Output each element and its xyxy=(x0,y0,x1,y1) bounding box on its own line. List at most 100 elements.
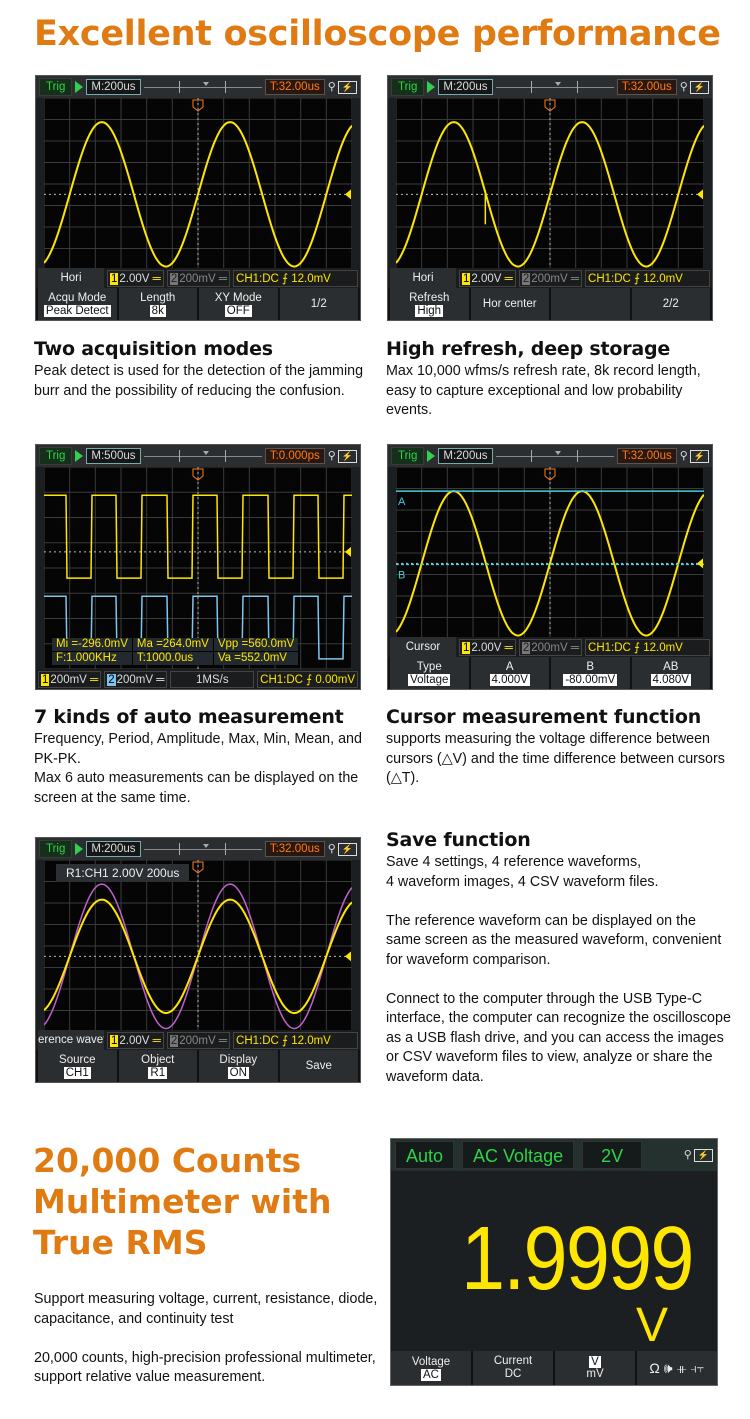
sample-rate: 1MS/s xyxy=(170,670,255,688)
softkey-button[interactable]: Acqu Mode Peak Detect xyxy=(38,288,117,320)
ch1-scale[interactable]: 1 200mV ═ xyxy=(38,670,102,688)
ch2-scale[interactable]: 2 200mV ═ xyxy=(518,269,583,287)
channel-bar: Hori 1 2.00V ═ 2 200mV ═ CH1:DC ⨍ 12.0mV xyxy=(36,268,360,288)
status-bar: Trig M:500us T:0.000ps ⚲ ⚡ xyxy=(36,445,360,467)
softkey-menu: Refresh High Hor center 2/2 xyxy=(388,288,712,320)
softkey-button[interactable]: Save xyxy=(279,1050,358,1082)
ch1-scale[interactable]: 1 2.00V ═ xyxy=(459,269,516,287)
trigger-info: CH1:DC ⨍ 12.0mV xyxy=(585,638,710,656)
softkey-label: Length xyxy=(140,291,176,304)
softkey-button[interactable]: Display ON xyxy=(199,1050,278,1082)
menu-label: V xyxy=(589,1355,601,1368)
softkey-label: Type xyxy=(416,660,442,673)
trigger-marker-icon xyxy=(192,861,204,874)
oscilloscope-screen: Trig M:500us T:0.000ps ⚲ ⚡ Mi =-296.0mV Ma… xyxy=(35,444,361,690)
ch2-scale[interactable]: 2 200mV ═ xyxy=(518,638,583,656)
ch1-scale[interactable]: 1 2.00V ═ xyxy=(107,1031,164,1049)
ch2-scale[interactable]: 2 200mV ═ xyxy=(166,1031,231,1049)
timebase: M:200us xyxy=(438,448,493,464)
menu-mode-tab[interactable]: Hori xyxy=(390,268,456,288)
feature-heading: Two acquisition modes xyxy=(34,338,273,360)
trigger-marker-icon xyxy=(544,99,556,112)
trigger-info: CH1:DC ⨍ 12.0mV xyxy=(233,1031,358,1049)
softkey-label: AB xyxy=(663,660,679,673)
softkey-menu: Acqu Mode Peak Detect Length 8k XY Mode OFF 1/… xyxy=(36,288,360,320)
multimeter-unit: V xyxy=(636,1299,669,1352)
menu-mode-tab[interactable]: erence wavefo xyxy=(38,1030,104,1050)
softkey-value: 8k xyxy=(149,304,166,317)
channel-bar: Cursor 1 2.00V ═ 2 200mV ═ CH1:DC ⨍ 12.0mV xyxy=(388,637,712,657)
channel-bar: 1 200mV ═ 2 200mV ═ 1MS/s CH1:DC ⨍ 0.00mV xyxy=(36,669,360,689)
softkey-label: B xyxy=(586,660,595,673)
trigger-info: CH1:DC ⨍ 0.00mV xyxy=(257,670,358,688)
menu-current[interactable]: Current DC xyxy=(473,1351,553,1385)
trigger-time: T:32.00us xyxy=(616,79,677,95)
feature-measurement: 7 kinds of auto measurement Frequency, Pe… xyxy=(34,706,374,808)
timebase: M:500us xyxy=(86,448,141,464)
multimeter-status-bar: Auto AC Voltage 2V ⚲ ⚡ xyxy=(391,1139,717,1171)
softkey-label: A xyxy=(505,660,514,673)
menu-other-functions[interactable]: Ω 🕪 ⧺ ⫞⫟ xyxy=(637,1351,717,1385)
softkey-button[interactable]: XY Mode OFF xyxy=(199,288,278,320)
feature-acquisition: Two acquisition modes Peak detect is used… xyxy=(34,338,374,401)
softkey-button[interactable]: Refresh High xyxy=(390,288,469,320)
ch1-scale[interactable]: 1 2.00V ═ xyxy=(459,638,516,656)
softkey-button[interactable]: Type Voltage xyxy=(390,657,469,689)
oscilloscope-screen: Trig M:200us T:32.00us ⚲ ⚡ R1:CH1 2.00V 2… xyxy=(35,837,361,1083)
softkey-menu: Source CH1 Object R1 Display ON Save xyxy=(36,1050,360,1082)
usb-battery-icon: ⚲ ⚡ xyxy=(680,80,709,94)
menu-voltage[interactable]: Voltage AC xyxy=(391,1351,471,1385)
softkey-value: OFF xyxy=(224,304,252,317)
softkey-button[interactable]: Object R1 xyxy=(118,1050,197,1082)
status-bar: Trig M:200us T:32.00us ⚲ ⚡ xyxy=(36,838,360,860)
feature-save: Save function Save 4 settings, 4 referenc… xyxy=(386,829,731,1087)
multimeter-heading: 20,000 Counts Multimeter with True RMS xyxy=(33,1141,332,1262)
measurement-value: Mi =-296.0mV xyxy=(52,638,132,651)
softkey-button[interactable]: 2/2 xyxy=(631,288,710,320)
menu-mode-tab[interactable]: Hori xyxy=(38,268,104,288)
softkey-value: CH1 xyxy=(63,1066,91,1079)
cursor-b-label: B xyxy=(398,569,405,581)
feature-heading: 7 kinds of auto measurement xyxy=(34,706,344,728)
trigger-time: T:32.00us xyxy=(264,79,325,95)
softkey-button[interactable]: Length 8k xyxy=(118,288,197,320)
softkey-button[interactable] xyxy=(551,288,630,320)
oscilloscope-screen: Trig M:200us T:32.00us ⚲ ⚡ Hori 1 2.00V ═ 2… xyxy=(35,75,361,321)
trigger-time: T:32.00us xyxy=(616,448,677,464)
ch1-scale[interactable]: 1 2.00V ═ xyxy=(107,269,164,287)
menu-mode-tab[interactable]: Cursor xyxy=(390,637,456,657)
softkey-button[interactable]: 1/2 xyxy=(279,288,358,320)
softkey-label: Source xyxy=(59,1053,96,1066)
softkey-value: Voltage xyxy=(408,673,451,686)
status-bar: Trig M:200us T:32.00us ⚲ ⚡ xyxy=(388,76,712,98)
trigger-status: Trig xyxy=(39,840,73,858)
trigger-position-bar xyxy=(143,450,263,462)
softkey-value: ON xyxy=(227,1066,249,1079)
softkey-value: R1 xyxy=(148,1066,168,1079)
status-bar: Trig M:200us T:32.00us ⚲ ⚡ xyxy=(36,76,360,98)
softkey-label: Refresh xyxy=(409,291,450,304)
softkey-button[interactable]: A 4.000V xyxy=(470,657,549,689)
waveform-trace xyxy=(44,121,352,268)
waveform-display xyxy=(396,98,704,270)
feature-body: Peak detect is used for the detection of… xyxy=(34,363,364,399)
waveform-trace xyxy=(44,898,352,1015)
feature-refresh: High refresh, deep storage Max 10,000 wfm… xyxy=(386,338,726,421)
ch2-scale[interactable]: 2 200mV ═ xyxy=(104,670,168,688)
ch2-scale[interactable]: 2 200mV ═ xyxy=(166,269,231,287)
softkey-button[interactable]: AB 4.080V xyxy=(631,657,710,689)
softkey-button[interactable]: Hor center xyxy=(470,288,549,320)
softkey-button[interactable]: Source CH1 xyxy=(38,1050,117,1082)
waveform-display xyxy=(44,860,352,1032)
feature-body: Support measuring voltage, current, resi… xyxy=(34,1291,378,1385)
feature-heading: Cursor measurement function xyxy=(386,706,702,728)
usb-battery-icon: ⚲ ⚡ xyxy=(680,449,709,463)
softkey-button[interactable]: B -80.00mV xyxy=(551,657,630,689)
feature-body: Frequency, Period, Amplitude, Max, Min, … xyxy=(34,731,362,806)
waveform-grid: Mi =-296.0mV Ma =264.0mV Vpp =560.0mV F:1.0… xyxy=(44,467,352,669)
softkey-value: 4.000V xyxy=(489,673,530,686)
feature-body: Max 10,000 wfms/s refresh rate, 8k recor… xyxy=(386,363,701,418)
